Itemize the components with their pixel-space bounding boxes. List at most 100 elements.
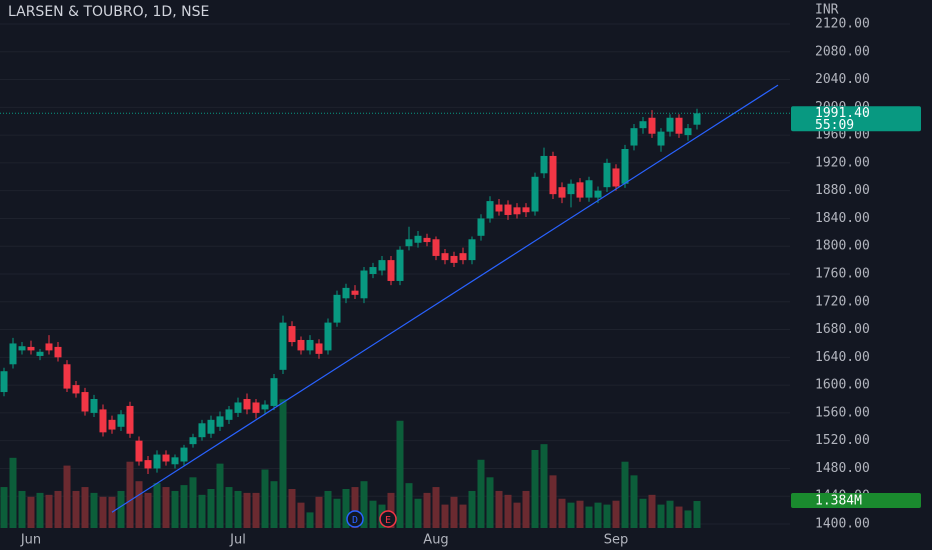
volume-bar — [54, 490, 62, 528]
volume-bar — [45, 494, 53, 528]
volume-bar — [36, 492, 44, 528]
volume-bar — [567, 502, 575, 528]
candle-body — [9, 343, 17, 365]
event-label[interactable]: E — [385, 515, 391, 526]
volume-bar — [675, 506, 683, 528]
volume-bar — [117, 490, 125, 528]
volume-bar — [0, 487, 8, 528]
candle-body — [531, 176, 539, 212]
candle-body — [378, 260, 386, 271]
candle-body — [450, 255, 458, 263]
volume-bar — [279, 399, 287, 528]
volume-bar — [666, 500, 674, 528]
currency: INR — [815, 3, 839, 18]
volume-bar — [153, 483, 161, 528]
candle-body — [639, 121, 647, 129]
volume-bar — [324, 490, 332, 528]
candle-body — [261, 404, 269, 410]
candle-body — [189, 437, 197, 445]
candle-body — [153, 454, 161, 469]
volume-bar — [333, 498, 341, 528]
candle-body — [675, 117, 683, 134]
last-price-box — [791, 106, 921, 132]
y-tick-label: 1720.00 — [815, 294, 870, 309]
volume-bar — [486, 477, 494, 528]
volume-bar — [684, 510, 692, 528]
volume-bar — [585, 506, 593, 528]
volume-bar — [81, 487, 89, 528]
candle-body — [477, 218, 485, 236]
y-tick-label: 1920.00 — [815, 155, 870, 170]
volume-bar — [144, 492, 152, 528]
volume-bar — [387, 492, 395, 528]
candle-body — [657, 131, 665, 146]
event-marker[interactable] — [379, 510, 397, 528]
volume-bar — [630, 475, 638, 528]
candle-body — [63, 364, 71, 389]
candle-body — [369, 267, 377, 274]
volume-bar — [459, 504, 467, 528]
candle-body — [270, 378, 278, 406]
volume-bar — [288, 489, 296, 528]
candle-body — [279, 322, 287, 370]
volume-bar — [234, 490, 242, 528]
candle-body — [459, 253, 467, 261]
volume-bar — [612, 500, 620, 528]
y-tick-label: 2080.00 — [815, 44, 870, 59]
event-label[interactable]: D — [352, 515, 358, 526]
volume-bar — [297, 502, 305, 528]
volume-bar — [513, 502, 521, 528]
y-tick-label: 1800.00 — [815, 239, 870, 254]
x-tick-label: Aug — [423, 533, 448, 548]
trendline — [111, 84, 779, 513]
volume-bar — [504, 494, 512, 528]
candle-body — [252, 402, 260, 413]
volume-bar — [72, 490, 80, 528]
candle-body — [315, 343, 323, 354]
candle-body — [198, 423, 206, 438]
x-tick-label: Jul — [229, 533, 246, 548]
candle-body — [585, 180, 593, 198]
candle-body — [18, 346, 26, 351]
candle-body — [414, 235, 422, 243]
event-marker[interactable] — [346, 510, 364, 528]
candle-body — [648, 117, 656, 134]
candle-body — [180, 447, 188, 462]
candle-body — [162, 454, 170, 462]
candle-body — [171, 457, 179, 465]
volume-bar — [621, 461, 629, 528]
volume-bar — [306, 512, 314, 528]
y-tick-label: 1480.00 — [815, 461, 870, 476]
volume-bar — [360, 481, 368, 528]
candle-body — [540, 155, 548, 174]
volume-bar — [495, 490, 503, 528]
volume-bar — [189, 477, 197, 528]
candle-body — [621, 149, 629, 184]
volume-bar — [603, 504, 611, 528]
candles — [0, 84, 790, 513]
y-tick-label: 1760.00 — [815, 267, 870, 282]
x-tick-label: Sep — [604, 533, 629, 548]
y-tick-label: 1680.00 — [815, 322, 870, 337]
volume-bar — [216, 463, 224, 528]
volume-bar — [558, 498, 566, 528]
candle-body — [522, 207, 530, 213]
volume-bar — [468, 490, 476, 528]
volume-bar — [108, 496, 116, 528]
candle-body — [288, 326, 296, 343]
volume-bar — [126, 461, 134, 528]
grid — [0, 23, 790, 525]
countdown: 55:09 — [815, 118, 854, 133]
volume-bar — [657, 504, 665, 528]
candle-body — [234, 402, 242, 413]
volume-bar — [18, 490, 26, 528]
candle-body — [666, 117, 674, 132]
candle-body — [126, 405, 134, 434]
volume-bar — [396, 420, 404, 528]
candle-body — [360, 270, 368, 299]
candle-body — [441, 253, 449, 261]
volume-bar — [27, 496, 35, 528]
volume-bar — [648, 494, 656, 528]
